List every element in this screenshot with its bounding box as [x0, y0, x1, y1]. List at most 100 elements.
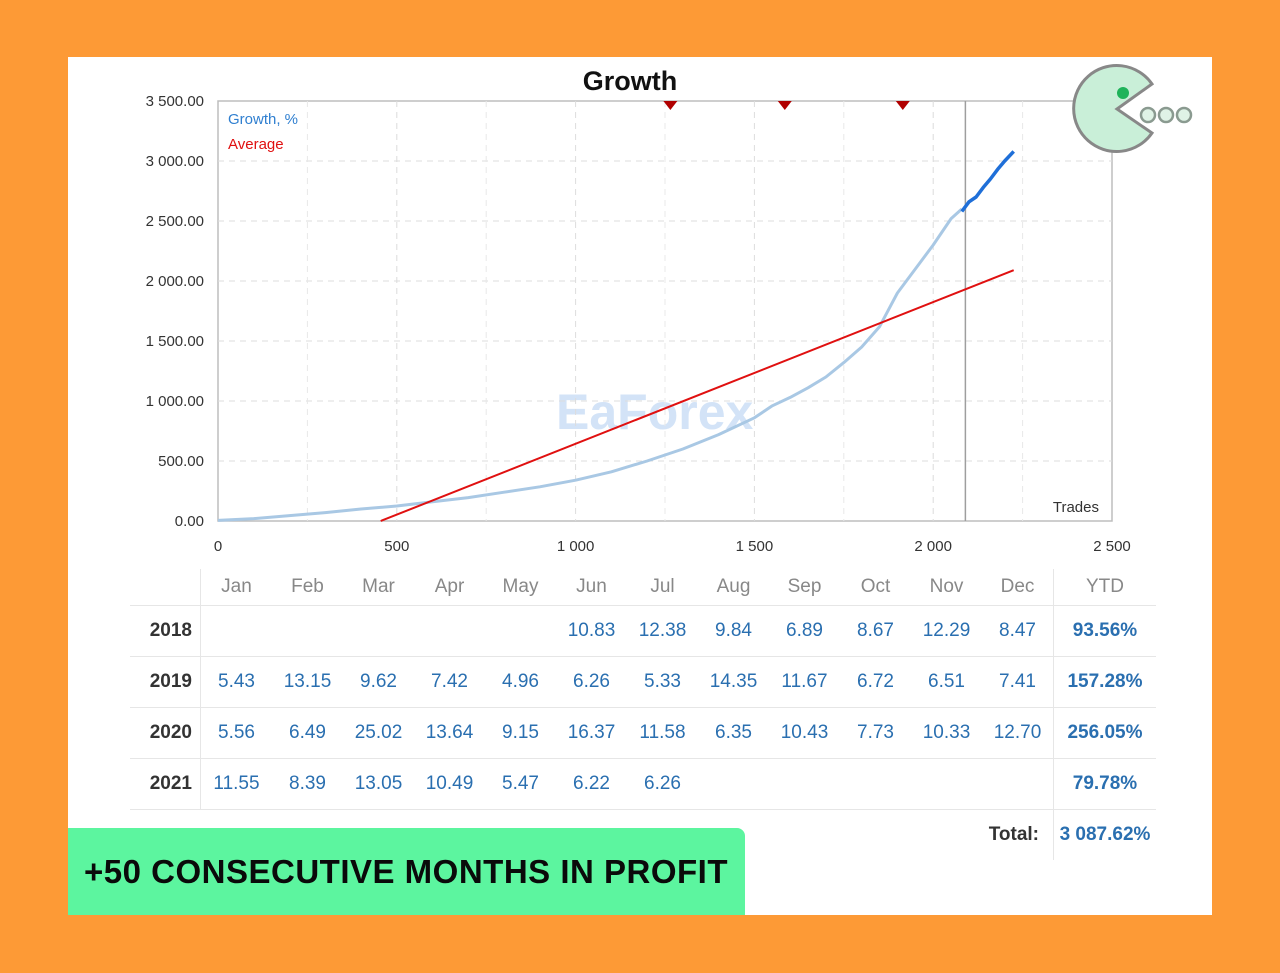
- month-value-cell: 7.41: [982, 656, 1054, 708]
- month-value-cell: 10.83: [556, 605, 627, 657]
- month-value-cell: 11.67: [769, 656, 840, 708]
- x-tick-label: 500: [384, 538, 409, 555]
- month-value-cell: 5.56: [200, 707, 272, 759]
- month-value-cell: 6.22: [556, 758, 627, 810]
- year-cell: 2018: [130, 605, 201, 657]
- month-value-cell: 4.96: [485, 656, 556, 708]
- month-header: Dec: [982, 569, 1054, 606]
- month-value-cell: 6.35: [698, 707, 769, 759]
- table-row: 2021 11.55 8.39 13.05 10.49 5.47 6.22 6.26 79.78…: [130, 758, 1156, 810]
- year-cell: 2021: [130, 758, 201, 810]
- month-value-cell: 13.15: [272, 656, 343, 708]
- event-marker: [777, 101, 792, 110]
- month-value-cell: 14.35: [698, 656, 769, 708]
- month-value-cell: 5.43: [200, 656, 272, 708]
- month-value-cell: 9.15: [485, 707, 556, 759]
- month-header: May: [485, 569, 556, 606]
- event-marker: [895, 101, 910, 110]
- month-value-cell: 10.33: [911, 707, 982, 759]
- event-marker: [663, 101, 678, 110]
- month-header: Jan: [200, 569, 272, 606]
- month-value-cell: 5.33: [627, 656, 698, 708]
- ytd-cell: 157.28%: [1053, 656, 1156, 708]
- x-axis-label: Trades: [1053, 499, 1099, 516]
- table-header-row: Jan Feb Mar Apr May Jun Jul Aug Sep Oct Nov Dec YTD: [130, 569, 1156, 606]
- month-value-cell: 12.29: [911, 605, 982, 657]
- month-value-cell: 12.38: [627, 605, 698, 657]
- month-value-cell: 8.47: [982, 605, 1054, 657]
- x-tick-label: 1 500: [736, 538, 774, 555]
- month-value-cell: 5.47: [485, 758, 556, 810]
- y-tick-label: 500.00: [158, 453, 204, 470]
- month-value-cell: 10.49: [414, 758, 485, 810]
- x-tick-label: 2 000: [914, 538, 952, 555]
- month-value-cell: [982, 758, 1054, 810]
- pacman-icon: [1072, 64, 1193, 153]
- ytd-cell: 79.78%: [1053, 758, 1156, 810]
- month-value-cell: [272, 605, 343, 657]
- month-value-cell: 6.26: [627, 758, 698, 810]
- month-value-cell: [485, 605, 556, 657]
- series-line-1: [960, 150, 1015, 213]
- month-value-cell: 6.49: [272, 707, 343, 759]
- legend-average: Average: [228, 136, 284, 153]
- month-header: Jul: [627, 569, 698, 606]
- total-value: 3 087.62%: [1053, 809, 1156, 860]
- y-tick-label: 2 000.00: [146, 273, 204, 290]
- profit-banner: +50 CONSECUTIVE MONTHS IN PROFIT: [68, 828, 745, 915]
- monthly-returns-table: Jan Feb Mar Apr May Jun Jul Aug Sep Oct Nov Dec YTD …: [130, 569, 1156, 860]
- month-value-cell: 6.26: [556, 656, 627, 708]
- y-tick-label: 2 500.00: [146, 213, 204, 230]
- month-header: Apr: [414, 569, 485, 606]
- month-value-cell: 8.67: [840, 605, 911, 657]
- month-header: Aug: [698, 569, 769, 606]
- y-tick-label: 3 500.00: [146, 93, 204, 110]
- year-header: [130, 569, 201, 606]
- month-value-cell: 6.51: [911, 656, 982, 708]
- table-row: 2020 5.56 6.49 25.02 13.64 9.15 16.37 11.58 6.35…: [130, 707, 1156, 759]
- month-value-cell: [200, 605, 272, 657]
- month-header: Sep: [769, 569, 840, 606]
- month-value-cell: [698, 758, 769, 810]
- month-value-cell: 12.70: [982, 707, 1054, 759]
- month-value-cell: 7.73: [840, 707, 911, 759]
- chart-title: Growth: [583, 66, 678, 96]
- month-header: Feb: [272, 569, 343, 606]
- month-value-cell: 11.58: [627, 707, 698, 759]
- series-line-0: [217, 207, 963, 522]
- y-tick-label: 1 000.00: [146, 393, 204, 410]
- report-card: EaForex Growth 0.00 500.00 1 000.00 1 500.0…: [68, 57, 1212, 915]
- month-value-cell: 10.43: [769, 707, 840, 759]
- month-value-cell: 25.02: [343, 707, 414, 759]
- total-row: Total: 3 087.62%: [130, 809, 1156, 860]
- month-value-cell: 6.72: [840, 656, 911, 708]
- month-value-cell: 16.37: [556, 707, 627, 759]
- x-tick-label: 0: [214, 538, 222, 555]
- ytd-cell: 93.56%: [1053, 605, 1156, 657]
- y-tick-label: 1 500.00: [146, 333, 204, 350]
- month-value-cell: [769, 758, 840, 810]
- table-row: 2018 10.83 12.38 9.84 6.89 8.67 12.29 8.47 93.56…: [130, 605, 1156, 657]
- month-value-cell: [911, 758, 982, 810]
- total-label: Total:: [988, 824, 1039, 845]
- y-tick-label: 0.00: [175, 513, 204, 530]
- month-value-cell: [840, 758, 911, 810]
- month-value-cell: 13.64: [414, 707, 485, 759]
- month-value-cell: 9.62: [343, 656, 414, 708]
- month-value-cell: 11.55: [200, 758, 272, 810]
- month-header: Nov: [911, 569, 982, 606]
- year-cell: 2020: [130, 707, 201, 759]
- x-tick-label: 1 000: [557, 538, 595, 555]
- table-row: 2019 5.43 13.15 9.62 7.42 4.96 6.26 5.33 14.35 11…: [130, 656, 1156, 708]
- month-header: Oct: [840, 569, 911, 606]
- month-value-cell: [343, 605, 414, 657]
- ytd-cell: 256.05%: [1053, 707, 1156, 759]
- series-line-2: [380, 269, 1015, 522]
- legend-growth: Growth, %: [228, 111, 298, 128]
- month-value-cell: 9.84: [698, 605, 769, 657]
- month-value-cell: 7.42: [414, 656, 485, 708]
- x-tick-label: 2 500: [1093, 538, 1131, 555]
- month-value-cell: [414, 605, 485, 657]
- month-value-cell: 13.05: [343, 758, 414, 810]
